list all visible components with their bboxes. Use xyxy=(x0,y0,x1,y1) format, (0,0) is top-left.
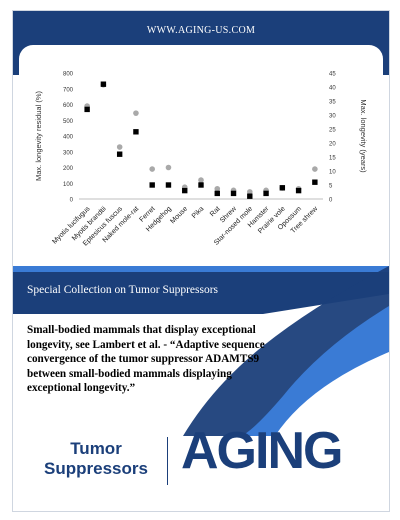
y-tick-label: 400 xyxy=(63,135,74,141)
footer-divider xyxy=(167,437,168,485)
y-tick-label: 200 xyxy=(63,166,74,172)
x-tick-label: Mouse xyxy=(169,205,189,225)
black-square-point xyxy=(295,187,302,194)
y2-tick-label: 45 xyxy=(329,72,336,78)
topic-title: Tumor Suppressors xyxy=(31,439,161,479)
aging-logo: AGING xyxy=(181,422,343,480)
y-tick-label: 0 xyxy=(70,198,74,204)
y2-tick-label: 5 xyxy=(329,184,333,190)
journal-cover: WWW.AGING-US.COM 0 100 200 300 400 500 600 700 8… xyxy=(12,10,390,512)
black-square-point xyxy=(182,187,188,194)
black-square-point xyxy=(312,179,318,185)
black-square-point xyxy=(247,193,253,199)
grey-point xyxy=(116,144,123,150)
journal-url[interactable]: WWW.AGING-US.COM xyxy=(146,25,256,36)
grey-point xyxy=(133,110,139,116)
grey-point xyxy=(214,185,221,192)
black-square-point xyxy=(84,106,90,113)
y-tick-label: 700 xyxy=(63,87,74,93)
chart-marks xyxy=(84,81,318,199)
y2-axis-label: Max. longevity (years) xyxy=(359,99,368,173)
y2-tick-label: 35 xyxy=(329,100,336,106)
black-square-point xyxy=(198,182,204,188)
black-square-point xyxy=(230,190,237,197)
y2-tick-label: 30 xyxy=(329,114,336,120)
chart-labels: 0 100 200 300 400 500 600 700 800 0 5 10 15 20 25 30 35 4… xyxy=(34,72,368,248)
y-axis-label: Max. longevity residual (%) xyxy=(34,90,43,181)
x-tick-label: Pika xyxy=(191,205,206,220)
topic-line-2: Suppressors xyxy=(44,459,148,478)
y-tick-label: 600 xyxy=(63,103,74,109)
y-tick-label: 500 xyxy=(63,119,74,125)
y-tick-label: 300 xyxy=(63,150,74,156)
black-square-point xyxy=(263,190,269,197)
grey-point xyxy=(198,177,204,183)
black-square-point xyxy=(100,81,107,87)
longevity-chart: 0 100 200 300 400 500 600 700 800 0 5 10 15 20 25 30 35 4… xyxy=(34,72,368,248)
black-square-point xyxy=(116,151,123,157)
y2-tick-label: 25 xyxy=(329,128,336,134)
grey-point xyxy=(312,166,318,172)
abstract-text: Small-bodied mammals that display except… xyxy=(27,324,265,394)
y2-tick-label: 15 xyxy=(329,156,336,162)
y2-tick-label: 20 xyxy=(329,142,336,148)
decorative-blue-band xyxy=(13,266,389,436)
x-tick-label: Rat xyxy=(209,205,222,218)
chart-card: 0 100 200 300 400 500 600 700 800 0 5 10 15 20 25 30 35 4… xyxy=(19,45,383,291)
grey-point xyxy=(165,164,172,171)
black-square-point xyxy=(165,182,172,188)
y2-tick-label: 40 xyxy=(329,86,336,92)
black-square-point xyxy=(214,190,220,197)
collection-title: Special Collection on Tumor Suppressors xyxy=(27,284,219,296)
y-tick-label: 100 xyxy=(63,182,74,188)
black-square-point xyxy=(133,129,139,135)
black-square-point xyxy=(149,182,155,188)
grey-point xyxy=(149,166,155,172)
topic-line-1: Tumor xyxy=(70,439,122,458)
grey-point xyxy=(247,189,253,195)
black-square-point xyxy=(279,185,286,191)
y2-tick-label: 0 xyxy=(329,198,333,204)
y2-tick-label: 10 xyxy=(329,170,336,176)
y-tick-label: 800 xyxy=(63,72,74,78)
